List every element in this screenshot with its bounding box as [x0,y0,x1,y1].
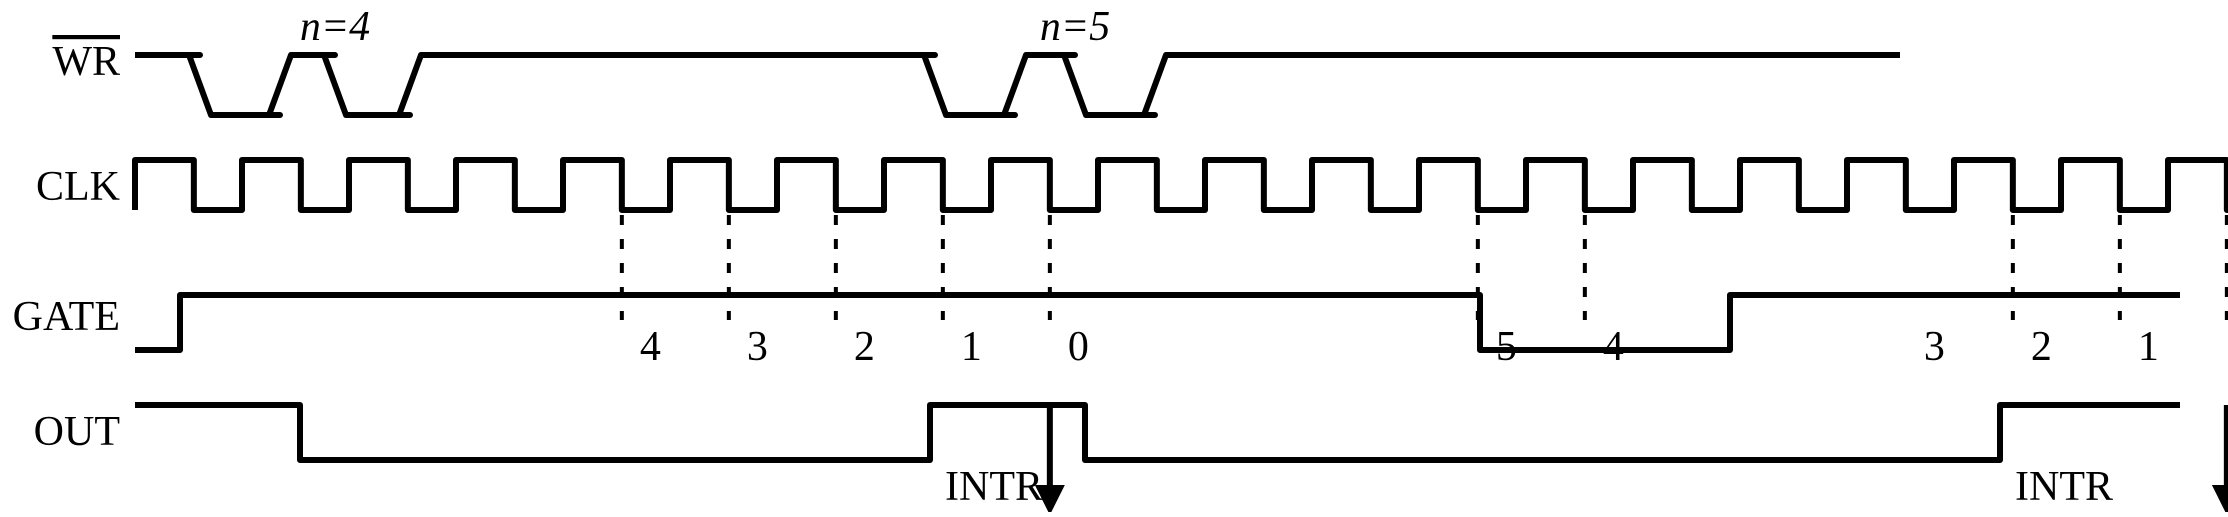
count-value: 3 [747,324,768,370]
count-value: 2 [2031,324,2052,370]
label: INTR [2015,464,2113,510]
label: CLK [36,164,120,210]
timing-diagram: 43210543210WRCLKGATEOUTn=4n=5INTRINTR [0,0,2228,512]
count-value: 4 [640,324,661,370]
gate-waveform [135,295,2180,350]
count-value: 3 [1924,324,1945,370]
label: n=5 [1040,4,1110,50]
out-waveform [135,405,2180,460]
count-value: 0 [1068,324,1089,370]
count-value: 2 [854,324,875,370]
label: OUT [34,409,120,455]
label: WR [52,39,120,85]
timing-svg: 43210543210WRCLKGATEOUTn=4n=5INTRINTR [0,0,2228,512]
count-value: 5 [1496,324,1517,370]
label: n=4 [300,4,370,50]
clk-waveform [135,160,2228,210]
wr-waveform [135,55,1900,115]
count-value: 1 [961,324,982,370]
count-value: 4 [1603,324,1624,370]
label: INTR [945,464,1043,510]
count-value: 1 [2138,324,2159,370]
label: GATE [13,294,120,340]
